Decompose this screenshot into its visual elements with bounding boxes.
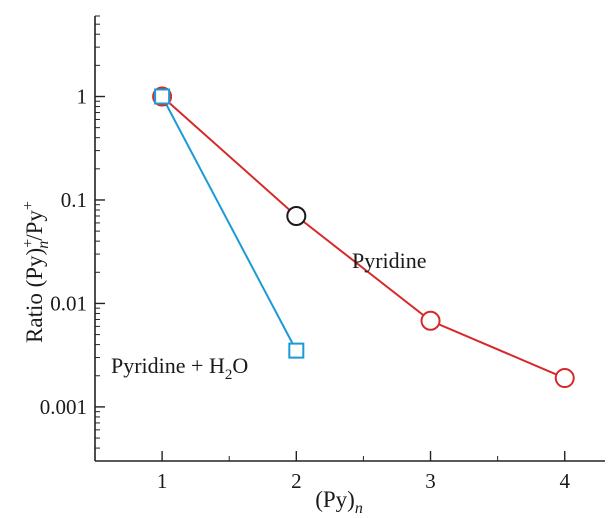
y-axis-title-sup2: + [20, 201, 37, 210]
y-axis-title-part2: /Py [22, 210, 47, 241]
y-axis-title-sub1: n [35, 241, 52, 249]
series-label-pyridine: Pyridine [352, 248, 427, 273]
series-markers [152, 86, 575, 389]
x-tick-label: 3 [425, 469, 436, 493]
x-axis-title-subscript: n [355, 500, 363, 517]
x-tick-label: 2 [291, 469, 302, 493]
data-point-circle [554, 368, 575, 389]
x-axis-title-base: (Py) [315, 487, 355, 512]
data-point-circle [420, 310, 441, 331]
series-label-part-a: Pyridine + H [111, 353, 225, 378]
y-tick-label: 0.01 [50, 291, 87, 315]
series-line-1 [161, 96, 298, 352]
data-point-square [154, 88, 171, 105]
x-tick-label: 1 [157, 469, 168, 493]
series-label-part-b: O [232, 353, 248, 378]
axes: 1 0.1 0.01 0.001 1 2 3 4 [40, 15, 605, 493]
y-axis-title: Ratio (Py)+n/Py+ [20, 201, 52, 343]
series-lines [161, 95, 566, 379]
y-tick-label: 0.1 [61, 188, 87, 212]
data-point-circle [286, 206, 307, 227]
y-axis-title-part1: Ratio (Py) [22, 248, 47, 343]
y-tick-label: 1 [77, 85, 88, 109]
x-axis-title: (Py)n [315, 487, 363, 517]
data-point-square [288, 342, 305, 359]
series-line-0 [161, 95, 566, 379]
series-label-subscript: 2 [225, 367, 233, 383]
series-label-pyridine-h2o: Pyridine + H2O [111, 353, 248, 383]
y-axis-title-sup1: + [20, 239, 37, 248]
x-tick-label: 4 [559, 469, 570, 493]
y-tick-label: 0.001 [40, 395, 87, 419]
